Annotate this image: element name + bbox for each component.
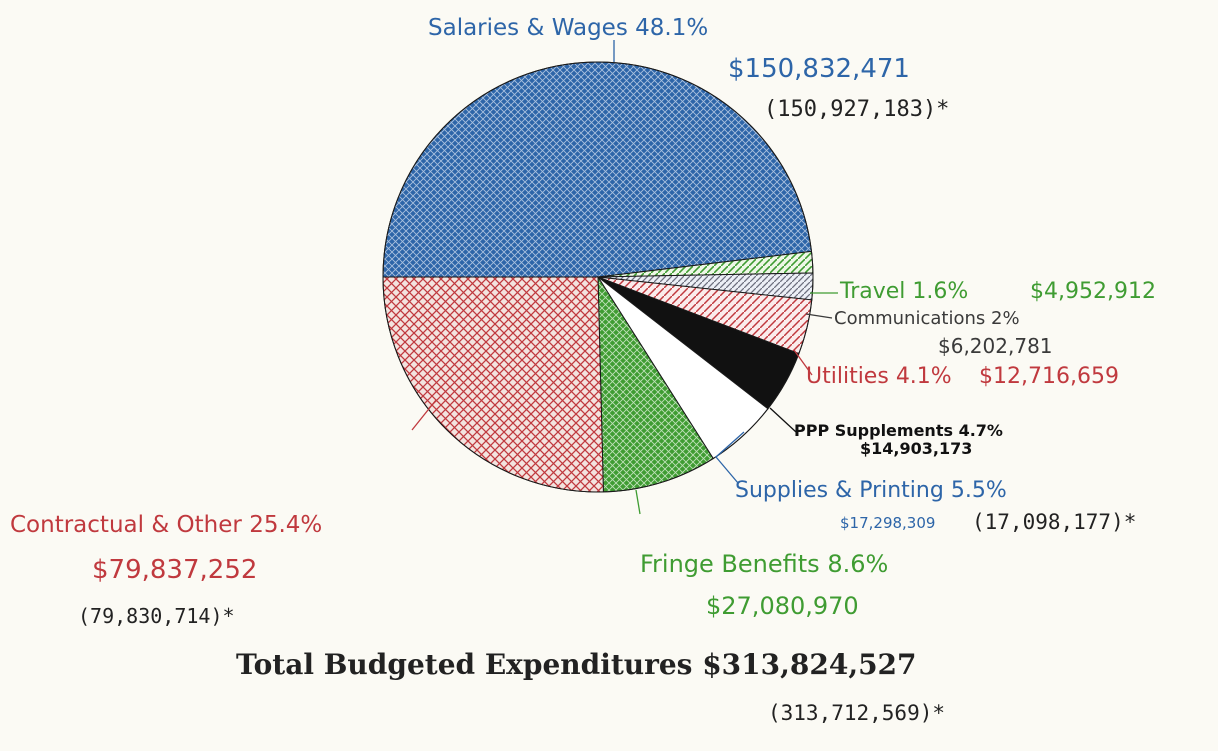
label-fringe-benefits: Fringe Benefits 8.6% <box>640 552 888 576</box>
slice-percent: 8.6% <box>827 550 889 578</box>
value-contractual-other: $79,837,252 <box>92 555 258 585</box>
leader-fringe-benefits <box>635 489 641 515</box>
pie-slice-contractual-other <box>382 276 604 493</box>
pie-outline <box>382 61 814 493</box>
leader-ppp-supplements <box>769 407 797 433</box>
slice-name: Salaries & Wages <box>428 15 628 41</box>
leader-contractual-other <box>411 399 437 431</box>
value-communications: $6,202,781 <box>938 334 1053 358</box>
value-supplies-printing: $17,298,309 <box>840 514 936 532</box>
slice-percent: 48.1% <box>635 15 709 41</box>
slice-name: Supplies & Printing <box>735 478 944 503</box>
pie-slice-salaries-wages <box>382 61 813 278</box>
slice-percent: 4.1% <box>895 364 952 389</box>
pie-slices <box>382 61 814 493</box>
slice-name: Communications <box>834 308 986 329</box>
prior-contractual-other: (79,830,714)* <box>78 604 235 628</box>
label-utilities: Utilities 4.1% <box>806 366 952 388</box>
slice-name: Travel <box>840 279 906 304</box>
slice-percent: 4.7% <box>958 421 1003 440</box>
total-label: Total Budgeted Expenditures <box>236 648 693 681</box>
total-expenditures: Total Budgeted Expenditures $313,824,527 <box>236 651 917 679</box>
leader-lines <box>411 40 838 515</box>
slice-name: Utilities <box>806 364 889 389</box>
label-salaries-wages: Salaries & Wages 48.1% <box>428 17 708 40</box>
slice-name: Contractual & Other <box>10 512 242 538</box>
value-fringe-benefits: $27,080,970 <box>706 592 859 620</box>
prior-supplies-printing: (17,098,177)* <box>972 510 1137 534</box>
slice-percent: 25.4% <box>249 512 323 538</box>
total-prior: (313,712,569)* <box>768 701 946 725</box>
label-ppp-supplements: PPP Supplements 4.7% <box>794 423 1003 439</box>
slice-percent: 1.6% <box>912 279 969 304</box>
slice-percent: 2% <box>991 308 1020 329</box>
value-ppp-supplements: $14,903,173 <box>860 439 973 458</box>
slice-percent: 5.5% <box>950 478 1007 503</box>
slice-name: Fringe Benefits <box>640 550 820 578</box>
leader-utilities <box>793 349 813 376</box>
leader-communications <box>805 313 833 319</box>
slice-name: PPP Supplements <box>794 421 953 440</box>
label-contractual-other: Contractual & Other 25.4% <box>10 514 322 537</box>
leader-supplies-printing <box>715 431 745 484</box>
value-utilities: $12,716,659 <box>979 364 1119 389</box>
total-amount: $313,824,527 <box>702 648 917 681</box>
label-supplies-printing: Supplies & Printing 5.5% <box>735 480 1007 502</box>
prior-salaries-wages: (150,927,183)* <box>764 97 950 122</box>
label-communications: Communications 2% <box>834 310 1020 328</box>
label-travel: Travel 1.6% <box>840 281 968 303</box>
value-travel: $4,952,912 <box>1030 279 1156 304</box>
value-salaries-wages: $150,832,471 <box>728 54 910 84</box>
